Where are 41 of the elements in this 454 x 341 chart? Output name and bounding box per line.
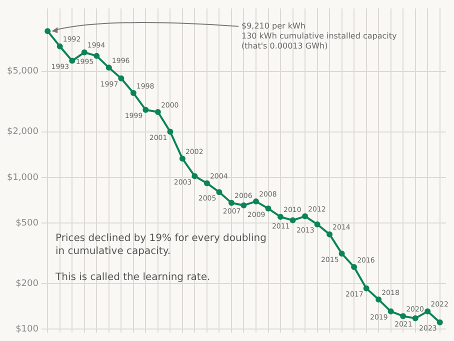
point [338, 250, 345, 257]
point [376, 296, 382, 302]
text: Prices declined by 19% for every doubling in cumulative capacity. This is called the learning rate. [55, 232, 266, 283]
point [436, 319, 443, 326]
point [253, 198, 260, 204]
point [179, 156, 186, 162]
point [56, 43, 63, 50]
point [154, 108, 161, 115]
point [302, 213, 308, 220]
point [81, 49, 88, 56]
point [240, 202, 247, 208]
point [167, 128, 174, 135]
y-tick-label: $200 [16, 278, 39, 289]
point [118, 75, 124, 82]
y-tick-label: $1,000 [6, 172, 39, 183]
point [94, 52, 100, 59]
point [400, 313, 406, 320]
point [204, 180, 210, 186]
point [278, 214, 284, 220]
point [192, 173, 198, 180]
y-tick-label: $100 [16, 324, 39, 335]
point [326, 231, 333, 238]
point [314, 221, 320, 228]
point [388, 308, 394, 314]
point [265, 206, 272, 212]
point [228, 200, 234, 206]
point [412, 315, 418, 322]
point [216, 189, 222, 196]
point [130, 90, 136, 96]
y-tick-label: $2,000 [6, 127, 39, 138]
annotation: $9,210 per kWh 130 kWh cumulative installed capacity (that's 0.00013 GWh) [241, 21, 398, 50]
point [424, 308, 431, 314]
y-tick-label: $500 [16, 218, 39, 228]
point [363, 285, 370, 292]
point [69, 58, 76, 64]
y-tick-label: $5,000 [6, 66, 39, 77]
point [290, 217, 296, 224]
point [106, 64, 112, 71]
point [44, 28, 51, 34]
point [351, 264, 358, 270]
point [142, 106, 149, 113]
